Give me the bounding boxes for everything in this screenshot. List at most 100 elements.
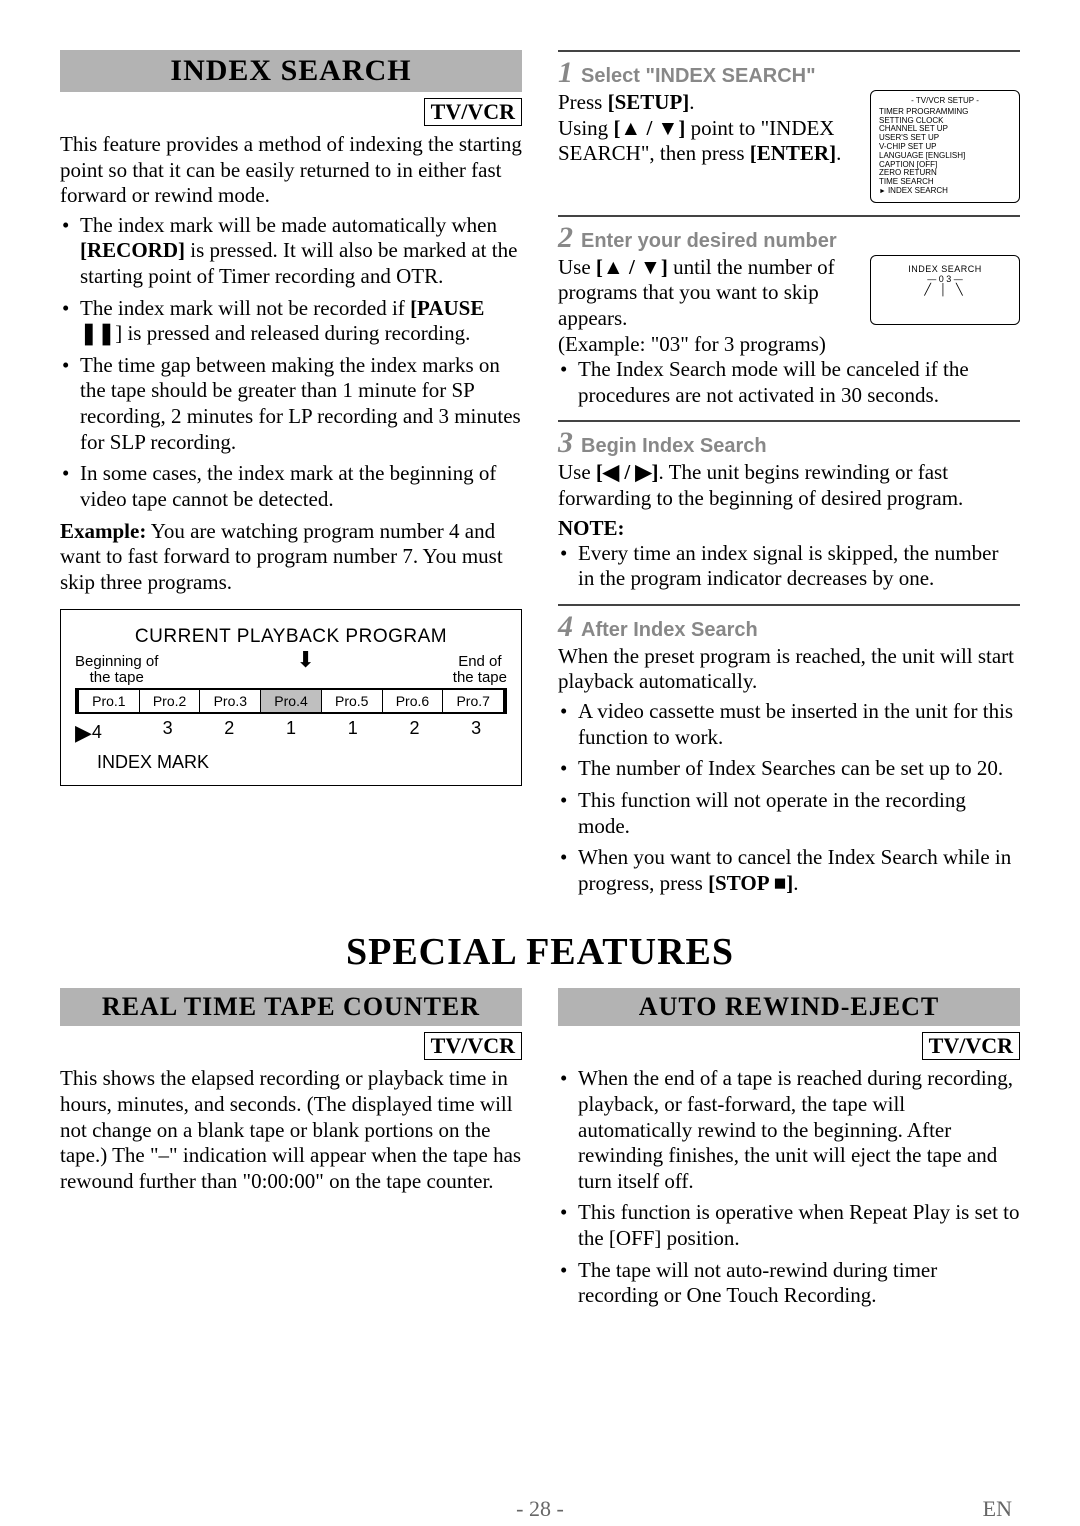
real-time-col: REAL TIME TAPE COUNTER TV/VCR This shows… (60, 988, 522, 1314)
step-num: 3 (558, 426, 573, 460)
bullet: This function will not operate in the re… (558, 788, 1020, 839)
auto-rewind-col: AUTO REWIND-EJECT TV/VCR When the end of… (558, 988, 1020, 1314)
real-time-title: REAL TIME TAPE COUNTER (60, 988, 522, 1026)
bullet: The index mark will not be recorded if [… (60, 296, 522, 347)
tape-cell: Pro.5 (322, 690, 383, 712)
tvvcr-badge-1: TV/VCR (424, 98, 522, 126)
lang-code: EN (983, 1496, 1012, 1522)
tvvcr-wrap-1: TV/VCR (60, 98, 522, 126)
step-text-frag: [◀ / ▶] (596, 460, 659, 484)
step-text-frag: [▲ / ▼] (613, 116, 685, 140)
note-label: NOTE: (558, 516, 1020, 541)
tvvcr-wrap-3: TV/VCR (558, 1032, 1020, 1060)
tvvcr-badge-3: TV/VCR (922, 1032, 1020, 1060)
step-text-frag: . (689, 90, 694, 114)
auto-rewind-bullets: When the end of a tape is reached during… (558, 1066, 1020, 1308)
step-text-frag: [SETUP] (608, 90, 690, 114)
tape-cell: Pro.1 (79, 690, 140, 712)
step-1-text: Press [SETUP]. Using [▲ / ▼] point to "I… (558, 90, 860, 167)
diagram-foot: INDEX MARK (97, 752, 507, 773)
step-text-frag: [▲ / ▼] (596, 255, 668, 279)
tape-cell: Pro.7 (443, 690, 503, 712)
top-two-col: INDEX SEARCH TV/VCR This feature provide… (60, 50, 1020, 902)
label-line: End of (458, 653, 501, 670)
num: 4 (92, 722, 102, 742)
label-line: the tape (453, 669, 507, 686)
bullet: The number of Index Searches can be set … (558, 756, 1020, 782)
bullet: A video cassette must be inserted in the… (558, 699, 1020, 750)
step-label: After Index Search (581, 619, 758, 642)
step-2-bullets: The Index Search mode will be canceled i… (558, 357, 1020, 408)
bullet: When you want to cancel the Index Search… (558, 845, 1020, 896)
bullet: The index mark will be made automaticall… (60, 213, 522, 290)
step-text-frag: Use (558, 255, 596, 279)
example-para: Example: You are watching program number… (60, 519, 522, 596)
bullet: When the end of a tape is reached during… (558, 1066, 1020, 1194)
tape-cell: Pro.2 (140, 690, 201, 712)
bullet: This function is operative when Repeat P… (558, 1200, 1020, 1251)
tape-cell: Pro.6 (383, 690, 444, 712)
panel2-arrows: ╱ │ ╲ (879, 283, 1011, 296)
step-3-head: 3 Begin Index Search (558, 420, 1020, 460)
num: 2 (198, 718, 260, 744)
tvvcr-wrap -2: TV/VCR (60, 1032, 522, 1060)
panel-title: - TV/VCR SETUP - (879, 97, 1011, 106)
step-4-head: 4 After Index Search (558, 604, 1020, 644)
diagram-right-label: End of the tape (453, 654, 507, 686)
step-4-bullets: A video cassette must be inserted in the… (558, 699, 1020, 896)
step-text-frag: . (836, 141, 841, 165)
num: 3 (137, 718, 199, 744)
step-3-bullets: Every time an index signal is skipped, t… (558, 541, 1020, 592)
setup-menu-panel: - TV/VCR SETUP - TIMER PROGRAMMING SETTI… (870, 90, 1020, 203)
step-num: 1 (558, 56, 573, 90)
tape-cell: Pro.3 (200, 690, 261, 712)
step-text-frag: Using (558, 116, 613, 140)
step-text-frag: [ENTER] (750, 141, 836, 165)
index-search-intro: This feature provides a method of indexi… (60, 132, 522, 209)
step-3-text: Use [◀ / ▶]. The unit begins rewinding o… (558, 460, 1020, 511)
panel2-line1: INDEX SEARCH (879, 264, 1011, 274)
step-text-frag: Press (558, 90, 608, 114)
bullet: In some cases, the index mark at the beg… (60, 461, 522, 512)
diagram-left-label: Beginning of the tape (75, 654, 158, 686)
bottom-two-col: REAL TIME TAPE COUNTER TV/VCR This shows… (60, 988, 1020, 1314)
step-4-text: When the preset program is reached, the … (558, 644, 1020, 695)
diagram-labels: Beginning of the tape ⬇ End of the tape (75, 654, 507, 686)
step-num: 2 (558, 221, 573, 255)
label-line: the tape (90, 669, 144, 686)
num: 1 (260, 718, 322, 744)
step-1-head: 1 Select "INDEX SEARCH" (558, 50, 1020, 90)
step-1-row: Press [SETUP]. Using [▲ / ▼] point to "I… (558, 90, 1020, 203)
bullet: Every time an index signal is skipped, t… (558, 541, 1020, 592)
step-label: Select "INDEX SEARCH" (581, 65, 816, 88)
auto-rewind-title: AUTO REWIND-EJECT (558, 988, 1020, 1026)
down-arrow-icon: ⬇ (296, 650, 314, 686)
real-time-text: This shows the elapsed recording or play… (60, 1066, 522, 1194)
page-number: - 28 - (516, 1496, 564, 1522)
step-2-text: Use [▲ / ▼] until the number of programs… (558, 255, 860, 357)
tape-strip: Pro.1 Pro.2 Pro.3 Pro.4 Pro.5 Pro.6 Pro.… (75, 688, 507, 714)
diagram-title: CURRENT PLAYBACK PROGRAM (75, 626, 507, 648)
tvvcr-badge-2: TV/VCR (424, 1032, 522, 1060)
bullet: The time gap between making the index ma… (60, 353, 522, 455)
step-label: Begin Index Search (581, 435, 767, 458)
left-column: INDEX SEARCH TV/VCR This feature provide… (60, 50, 522, 902)
step-label: Enter your desired number (581, 230, 837, 253)
label-line: Beginning of (75, 653, 158, 670)
step-text-frag: Use (558, 460, 596, 484)
index-search-bullets: The index mark will be made automaticall… (60, 213, 522, 513)
step-text-frag: (Example: "03" for 3 programs) (558, 332, 826, 356)
step-num: 4 (558, 610, 573, 644)
index-search-title: INDEX SEARCH (60, 50, 522, 92)
num: 1 (322, 718, 384, 744)
step-2-head: 2 Enter your desired number (558, 215, 1020, 255)
tape-diagram: CURRENT PLAYBACK PROGRAM Beginning of th… (60, 609, 522, 786)
tape-nums: ▶4 3 2 1 1 2 3 (75, 718, 507, 744)
step-2-row: Use [▲ / ▼] until the number of programs… (558, 255, 1020, 357)
example-label: Example: (60, 519, 146, 543)
bullet: The tape will not auto-rewind during tim… (558, 1258, 1020, 1309)
panel-row-selected: INDEX SEARCH (879, 187, 1011, 196)
special-features-title: SPECIAL FEATURES (60, 930, 1020, 974)
tape-cell-highlight: Pro.4 (261, 690, 322, 712)
bullet: The Index Search mode will be canceled i… (558, 357, 1020, 408)
